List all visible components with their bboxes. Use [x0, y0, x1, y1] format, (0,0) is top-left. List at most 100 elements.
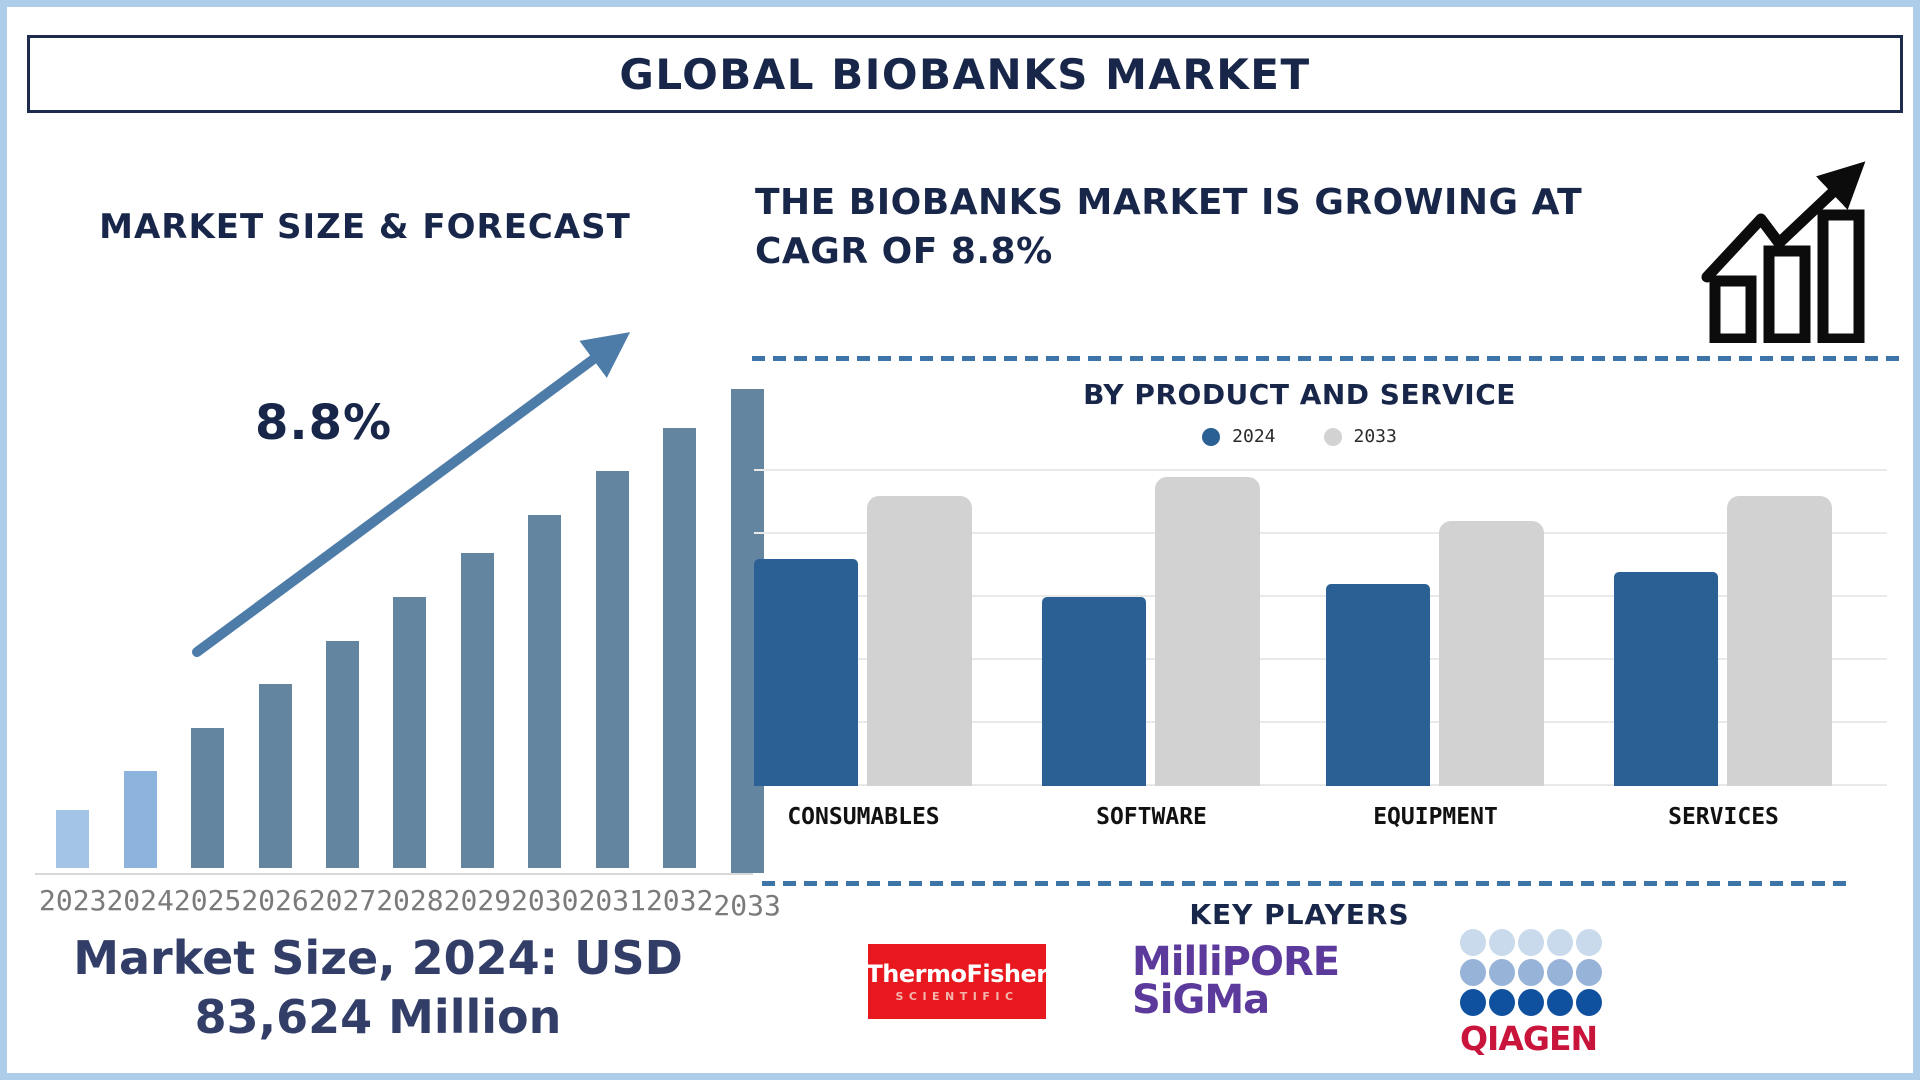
- forecast-column: 2030: [511, 389, 579, 917]
- year-label: 2028: [376, 884, 444, 917]
- bar-2033: [1439, 521, 1544, 786]
- bar-group: [754, 496, 973, 786]
- bar-2033: [1727, 496, 1832, 786]
- forecast-bar-area: [663, 389, 697, 868]
- qiagen-dot: [1518, 929, 1544, 956]
- bar-2024: [1614, 571, 1718, 786]
- category-labels: CONSUMABLES SOFTWARE EQUIPMENT SERVICES: [754, 804, 1887, 840]
- year-label: 2025: [173, 884, 242, 917]
- bar-2024: [1042, 597, 1146, 786]
- key-players-title: KEY PLAYERS: [1189, 898, 1410, 931]
- qiagen-dot: [1518, 989, 1544, 1016]
- cagr-headline-line2: CAGR OF 8.8%: [755, 230, 1053, 272]
- millipore-wordmark-line1: MilliPORE: [1132, 939, 1340, 985]
- title-box: GLOBAL BIOBANKS MARKET: [27, 35, 1903, 113]
- forecast-axis-line: [35, 873, 753, 875]
- qiagen-dot: [1460, 989, 1486, 1016]
- cagr-annotation: 8.8%: [255, 395, 393, 451]
- forecast-bar-area: [258, 389, 292, 868]
- gridline: [754, 469, 1887, 471]
- cagr-headline: THE BIOBANKS MARKET IS GROWING AT CAGR O…: [755, 179, 1675, 276]
- year-label: 2032: [645, 884, 714, 917]
- bar-group: [1614, 496, 1833, 786]
- legend-item: 2033: [1323, 426, 1397, 447]
- forecast-bar-area: [191, 389, 225, 868]
- market-size-caption-line1: Market Size, 2024: USD: [73, 931, 683, 985]
- logo-qiagen: QIAGEN: [1460, 929, 1620, 1058]
- category-label: EQUIPMENT: [1373, 804, 1498, 830]
- gridline: [754, 595, 1887, 597]
- year-label: 2023: [39, 884, 107, 917]
- qiagen-dot: [1489, 959, 1515, 986]
- dashed-separator-top: [752, 356, 1900, 361]
- thermofisher-wordmark: ThermoFisher: [866, 959, 1048, 988]
- qiagen-dot: [1576, 959, 1602, 986]
- year-label: 2027: [308, 884, 377, 917]
- bar-2033: [867, 496, 972, 786]
- qiagen-wordmark: QIAGEN: [1460, 1019, 1598, 1058]
- qiagen-dot: [1460, 929, 1486, 956]
- forecast-bar: [123, 771, 157, 868]
- qiagen-dot: [1547, 929, 1573, 956]
- forecast-bar: [663, 427, 697, 868]
- category-label: SOFTWARE: [1096, 804, 1207, 830]
- year-label: 2030: [511, 884, 579, 917]
- product-service-title: BY PRODUCT AND SERVICE: [1083, 378, 1516, 411]
- forecast-bar-area: [528, 389, 562, 868]
- qiagen-dot: [1576, 929, 1602, 956]
- legend-item: 2024: [1202, 426, 1276, 447]
- chart-legend: 2024 2033: [752, 426, 1847, 447]
- legend-swatch: [1323, 427, 1342, 446]
- bar-2033: [1155, 477, 1260, 786]
- growth-arrow-icon: [192, 332, 631, 657]
- millipore-wordmark-line2: SiGMa: [1132, 977, 1270, 1023]
- qiagen-dot: [1576, 989, 1602, 1016]
- market-size-caption-line2: 83,624 Million: [194, 989, 562, 1044]
- bar-group: [1042, 477, 1261, 786]
- forecast-chart: 2023 2024 2025 2026 2027 2028 2029 2030 2031 2032…: [39, 389, 781, 922]
- forecast-bar: [595, 471, 629, 868]
- forecast-bar-area: [393, 389, 427, 868]
- forecast-column: 2025: [174, 389, 241, 917]
- qiagen-dot: [1518, 959, 1544, 986]
- forecast-heading: MARKET SIZE & FORECAST: [99, 207, 631, 247]
- forecast-column: 2023: [39, 389, 106, 917]
- forecast-bar: [258, 684, 292, 868]
- product-service-chart: [754, 447, 1887, 786]
- qiagen-dot: [1489, 989, 1515, 1016]
- forecast-bar: [325, 640, 359, 868]
- qiagen-dot-grid: [1460, 929, 1602, 1016]
- category-label: SERVICES: [1668, 804, 1779, 830]
- forecast-bar-area: [595, 389, 629, 868]
- gridline: [754, 532, 1887, 534]
- forecast-column: 2031: [579, 389, 646, 917]
- bar-group: [1326, 521, 1545, 786]
- bar-2024: [754, 559, 858, 786]
- forecast-bar: [56, 809, 90, 868]
- market-size-caption: Market Size, 2024: USD 83,624 Million: [25, 929, 731, 1047]
- year-label: 2029: [443, 884, 512, 917]
- legend-label: 2033: [1353, 426, 1397, 447]
- gridline: [754, 784, 1887, 786]
- logo-thermofisher: ThermoFisher SCIENTIFIC: [866, 944, 1048, 1019]
- forecast-bar: [191, 727, 225, 868]
- forecast-bar-area: [56, 389, 90, 868]
- forecast-bar: [528, 514, 562, 868]
- year-label: 2033: [713, 889, 781, 922]
- forecast-bar-area: [123, 389, 157, 868]
- forecast-column: 2029: [444, 389, 511, 917]
- forecast-bar-area: [325, 389, 359, 868]
- thermofisher-scientific-label: SCIENTIFIC: [895, 989, 1019, 1003]
- gridline: [754, 721, 1887, 723]
- qiagen-dot: [1460, 959, 1486, 986]
- bar-2024: [1326, 584, 1430, 786]
- forecast-bar: [460, 553, 494, 868]
- gridline: [754, 658, 1887, 660]
- legend-swatch: [1202, 427, 1221, 446]
- year-label: 2026: [241, 884, 309, 917]
- forecast-column: 2028: [376, 389, 444, 917]
- forecast-bar: [393, 596, 427, 868]
- year-label: 2031: [578, 884, 646, 917]
- forecast-column: 2024: [106, 389, 174, 917]
